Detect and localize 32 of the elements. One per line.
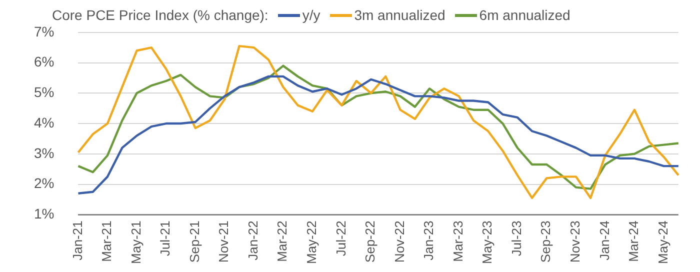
x-tick-label: May-21: [128, 220, 144, 264]
x-tick-label: Sep-21: [186, 220, 202, 263]
x-tick-label: Sep-22: [362, 220, 378, 263]
legend-label: 6m annualized: [479, 7, 570, 23]
x-tick-label: Mar-22: [274, 220, 290, 262]
x-tick-label: Jul-21: [158, 220, 173, 256]
y-tick-label: 2%: [34, 175, 54, 192]
x-tick-label: May-22: [304, 220, 320, 264]
x-tick-label: Jul-23: [508, 220, 524, 256]
x-tick-label: Mar-24: [626, 220, 642, 262]
y-tick-label: 7%: [34, 23, 54, 40]
y-tick-label: 5%: [34, 84, 54, 100]
x-tick-label: Mar-21: [99, 220, 114, 262]
x-tick-label: May-23: [480, 220, 495, 264]
y-tick-label: 1%: [34, 206, 54, 222]
x-tick-label: May-24: [655, 220, 670, 264]
y-tick-label: 6%: [34, 54, 54, 70]
legend-label: 3m annualized: [354, 7, 446, 23]
legend-label: y/y: [302, 7, 320, 23]
x-tick-label: Jan-22: [245, 220, 260, 260]
x-tick-label: Mar-23: [450, 220, 466, 262]
x-tick-label: Nov-22: [392, 220, 407, 263]
x-tick-label: Jan-23: [421, 220, 436, 260]
x-tick-label: Jan-24: [596, 220, 612, 260]
x-tick-label: Jan-21: [70, 220, 85, 260]
x-tick-label: Jul-22: [333, 220, 348, 256]
chart-title: Core PCE Price Index (% change):: [52, 7, 268, 23]
x-tick-label: Nov-21: [216, 220, 232, 263]
x-tick-label: Sep-23: [538, 220, 554, 263]
y-tick-label: 4%: [34, 114, 54, 130]
x-tick-label: Nov-23: [568, 220, 583, 263]
y-tick-label: 3%: [34, 144, 54, 161]
